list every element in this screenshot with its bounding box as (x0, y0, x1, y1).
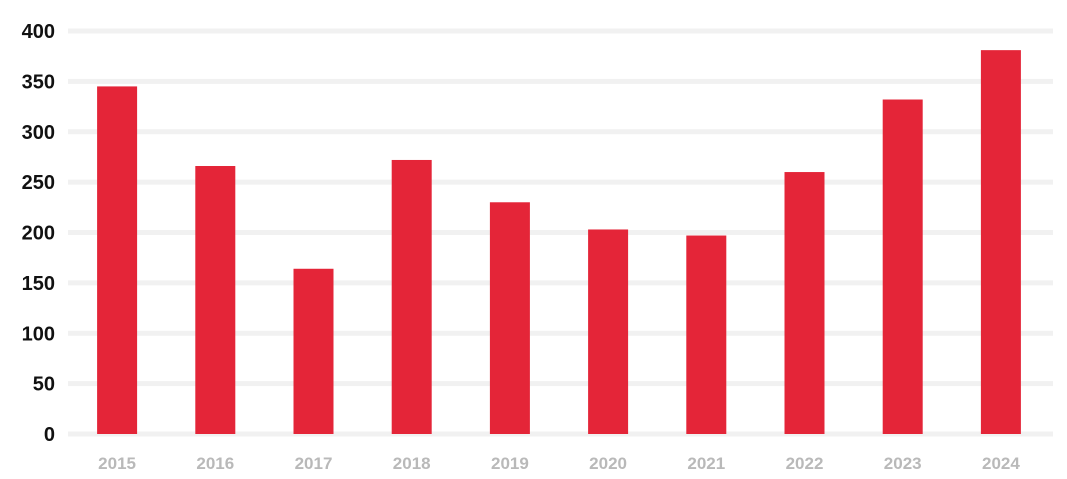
bar-2018 (391, 159, 432, 434)
y-tick-label-250: 250 (22, 172, 55, 194)
bar-2017 (293, 268, 334, 434)
bar-2016 (195, 166, 236, 434)
x-tick-label-2022: 2022 (786, 454, 824, 473)
y-tick-label-50: 50 (33, 374, 55, 396)
bar-2020 (588, 229, 629, 434)
x-axis-ticks: 2015 2016 2017 2018 2019 2020 2021 2022 2023 2024 (98, 454, 1020, 473)
y-tick-label-350: 350 (22, 71, 55, 93)
bar-2022 (784, 172, 825, 435)
bar-2024 (980, 50, 1021, 435)
bar-2015 (97, 86, 138, 434)
y-tick-label-150: 150 (22, 273, 55, 295)
bar-2019 (489, 202, 530, 434)
bar-2023 (882, 99, 923, 434)
y-tick-label-100: 100 (22, 323, 55, 345)
x-tick-label-2024: 2024 (982, 454, 1020, 473)
x-tick-label-2023: 2023 (884, 454, 922, 473)
x-tick-label-2018: 2018 (393, 454, 431, 473)
y-axis-ticks: 0 50 100 150 200 250 300 350 400 (22, 21, 55, 446)
y-tick-label-200: 200 (22, 223, 55, 245)
x-tick-label-2021: 2021 (687, 454, 725, 473)
y-tick-label-400: 400 (22, 21, 55, 43)
bar-2021 (686, 235, 727, 434)
y-tick-label-0: 0 (44, 424, 55, 446)
x-tick-label-2016: 2016 (196, 454, 234, 473)
y-tick-label-300: 300 (22, 122, 55, 144)
x-tick-label-2020: 2020 (589, 454, 627, 473)
x-tick-label-2017: 2017 (295, 454, 333, 473)
bar-layer (97, 50, 1021, 435)
x-tick-label-2019: 2019 (491, 454, 529, 473)
x-tick-label-2015: 2015 (98, 454, 136, 473)
